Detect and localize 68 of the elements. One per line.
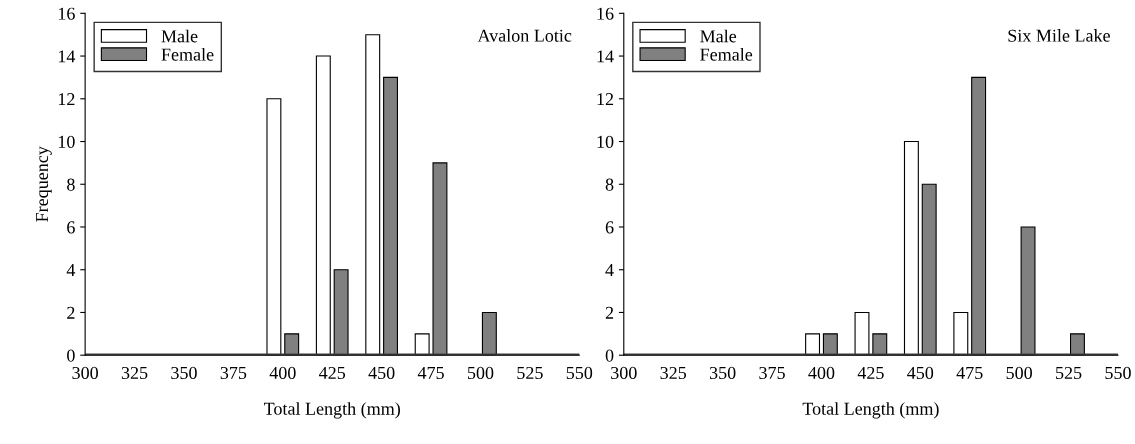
bar — [284, 333, 300, 356]
y-tick-label: 4 — [66, 264, 76, 276]
bar — [805, 333, 821, 356]
legend-label: Female — [700, 47, 753, 61]
text: Avalon Lotic — [477, 29, 572, 42]
x-tick-label: 300 — [611, 366, 637, 380]
y-tick-label: 14 — [58, 50, 76, 63]
y-tick-label: 2 — [605, 306, 614, 319]
x-tick-label: 375 — [220, 366, 247, 380]
bar — [872, 333, 888, 356]
x-tick-label: 375 — [759, 366, 785, 380]
bar — [365, 34, 381, 356]
bar — [266, 98, 282, 356]
x-tick-label: 450 — [907, 366, 934, 380]
y-axis-title: Frequency — [36, 146, 52, 222]
x-tick-label: 325 — [121, 366, 148, 380]
y-tick-label: 14 — [597, 50, 614, 63]
y-tick-label: 2 — [67, 306, 75, 319]
bar — [333, 269, 349, 356]
bar — [383, 76, 399, 356]
bar — [414, 333, 430, 356]
bar — [953, 311, 969, 356]
legend-label: Male — [700, 29, 737, 43]
x-tick-label: 500 — [467, 366, 494, 380]
y-tick-label: 4 — [605, 264, 614, 276]
bar — [971, 76, 987, 356]
y-tick-label: 10 — [58, 135, 75, 148]
y-tick-label: 6 — [605, 221, 614, 234]
bar — [903, 140, 919, 356]
x-tick-label: 425 — [857, 366, 884, 380]
y-tick-label: 10 — [597, 135, 614, 148]
x-tick-label: 325 — [660, 366, 687, 380]
bar — [1020, 226, 1036, 356]
legend-label: Male — [161, 29, 198, 43]
x-tick-label: 500 — [1006, 366, 1032, 380]
x-tick-label: 350 — [709, 366, 736, 380]
x-tick-label: 300 — [72, 366, 98, 380]
x-tick-label: 350 — [171, 366, 197, 380]
x-tick-label: 400 — [269, 366, 296, 380]
bar — [432, 162, 448, 356]
x-axis-title: Total Length (mm) — [802, 402, 939, 419]
bar — [921, 183, 937, 356]
x-tick-label: 475 — [417, 366, 444, 380]
x-axis-title: Total Length (mm) — [263, 402, 400, 419]
legend-label: Female — [161, 47, 214, 61]
y-tick-label: 8 — [67, 178, 75, 191]
x-tick-label: 550 — [1105, 366, 1131, 380]
y-tick-label: 0 — [67, 349, 75, 362]
x-tick-label: 525 — [1056, 366, 1082, 380]
y-tick-label: 6 — [67, 221, 75, 234]
bar — [1069, 333, 1085, 356]
text: Six Mile Lake — [1008, 29, 1110, 42]
y-tick-label: 16 — [58, 7, 75, 20]
y-tick-label: 16 — [597, 7, 614, 20]
y-tick-label: 12 — [58, 93, 75, 106]
bar — [854, 311, 870, 356]
bar — [315, 55, 331, 356]
x-tick-label: 475 — [956, 366, 983, 380]
y-tick-label: 12 — [597, 93, 614, 106]
x-tick-label: 400 — [808, 366, 835, 380]
bar — [481, 311, 497, 356]
y-tick-label: 0 — [605, 349, 614, 362]
y-tick-label: 8 — [605, 178, 614, 191]
x-tick-label: 425 — [319, 366, 346, 380]
x-tick-label: 550 — [566, 366, 593, 380]
bar — [822, 333, 838, 356]
x-tick-label: 525 — [517, 366, 543, 380]
x-tick-label: 450 — [368, 366, 395, 380]
